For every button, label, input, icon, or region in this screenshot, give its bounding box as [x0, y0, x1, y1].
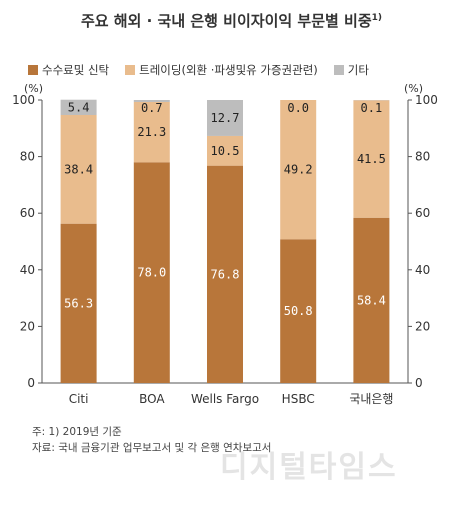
legend-item-fee: 수수료및 신탁 — [28, 62, 109, 78]
bar-segment — [207, 135, 243, 166]
legend-swatch-fee — [28, 65, 38, 75]
bar-value-label: 41.5 — [357, 152, 386, 166]
bar-segment — [60, 223, 97, 383]
x-category-label: BOA — [139, 392, 165, 406]
legend-item-trading: 트레이딩(외환 ·파생및유 가증권관련) — [125, 62, 318, 78]
legend: 수수료및 신탁 트레이딩(외환 ·파생및유 가증권관련) 기타 — [28, 62, 458, 78]
legend-swatch-trading — [125, 65, 136, 75]
bar-value-label: 49.2 — [284, 163, 313, 177]
bar-value-label: 5.4 — [68, 100, 90, 114]
x-category-label: Citi — [69, 392, 89, 406]
legend-label-trading: 트레이딩(외환 ·파생및유 가증권관련) — [139, 63, 318, 77]
y-tick-label-right: 100 — [415, 93, 438, 107]
bar-value-label: 10.5 — [211, 144, 240, 158]
bar-segment — [60, 114, 97, 224]
chart-title: 주요 해외 · 국내 은행 비이자이익 부문별 비중1) — [80, 12, 383, 30]
y-tick-label-left: 100 — [12, 93, 35, 107]
bar-segment — [207, 165, 243, 383]
x-category-label: 국내은행 — [349, 391, 393, 406]
bar-value-label: 50.8 — [284, 304, 313, 318]
bar-value-label: 0.7 — [141, 101, 163, 115]
x-category-label: Wells Fargo — [191, 392, 259, 406]
y-tick-label-left: 20 — [20, 319, 35, 333]
y-tick-label-left: 60 — [20, 206, 35, 220]
legend-label-fee: 수수료및 신탁 — [42, 63, 110, 77]
y-tick-label-left: 40 — [20, 263, 35, 277]
bar-segment — [207, 100, 243, 136]
y-tick-label-right: 20 — [415, 319, 430, 333]
bar-segment — [353, 100, 390, 218]
y-tick-label-left: 80 — [20, 150, 35, 164]
bar-value-label: 0.0 — [287, 101, 309, 115]
bar-segment — [133, 101, 170, 163]
footnote: 주: 1) 2019년 기준 — [32, 426, 122, 438]
title-note-mark: 1) — [371, 13, 383, 23]
y-tick-label-right: 40 — [415, 263, 430, 277]
bar-segment — [60, 99, 97, 115]
bar-segment — [280, 239, 317, 383]
bar-value-label: 56.3 — [64, 296, 93, 310]
y-tick-label-right: 0 — [415, 376, 423, 390]
watermark: 디지털타임스 — [220, 450, 398, 485]
y-tick-label-right: 60 — [415, 206, 430, 220]
legend-item-other: 기타 — [333, 62, 369, 78]
bar-segment — [133, 162, 170, 383]
y-unit-label-right: (%) — [404, 82, 423, 95]
y-tick-label-right: 80 — [415, 150, 430, 164]
bar-value-label: 76.8 — [211, 267, 240, 281]
legend-label-other: 기타 — [347, 63, 369, 77]
y-unit-label-left: (%) — [24, 82, 43, 95]
legend-swatch-other — [333, 65, 344, 75]
bar-value-label: 38.4 — [64, 162, 93, 176]
bar-segment — [353, 217, 390, 383]
bar-value-label: 58.4 — [357, 293, 386, 307]
bar-segment — [280, 100, 317, 240]
y-tick-label-left: 0 — [27, 376, 35, 390]
bar-value-label: 12.7 — [211, 111, 240, 125]
bar-segment — [133, 100, 170, 102]
source-note: 자료: 국내 금융기관 업무보고서 및 각 은행 연차보고서 — [32, 442, 272, 454]
x-category-label: HSBC — [282, 392, 315, 406]
bar-value-label: 78.0 — [137, 266, 166, 280]
bar-value-label: 21.3 — [137, 125, 166, 139]
bar-value-label: 0.1 — [361, 101, 383, 115]
